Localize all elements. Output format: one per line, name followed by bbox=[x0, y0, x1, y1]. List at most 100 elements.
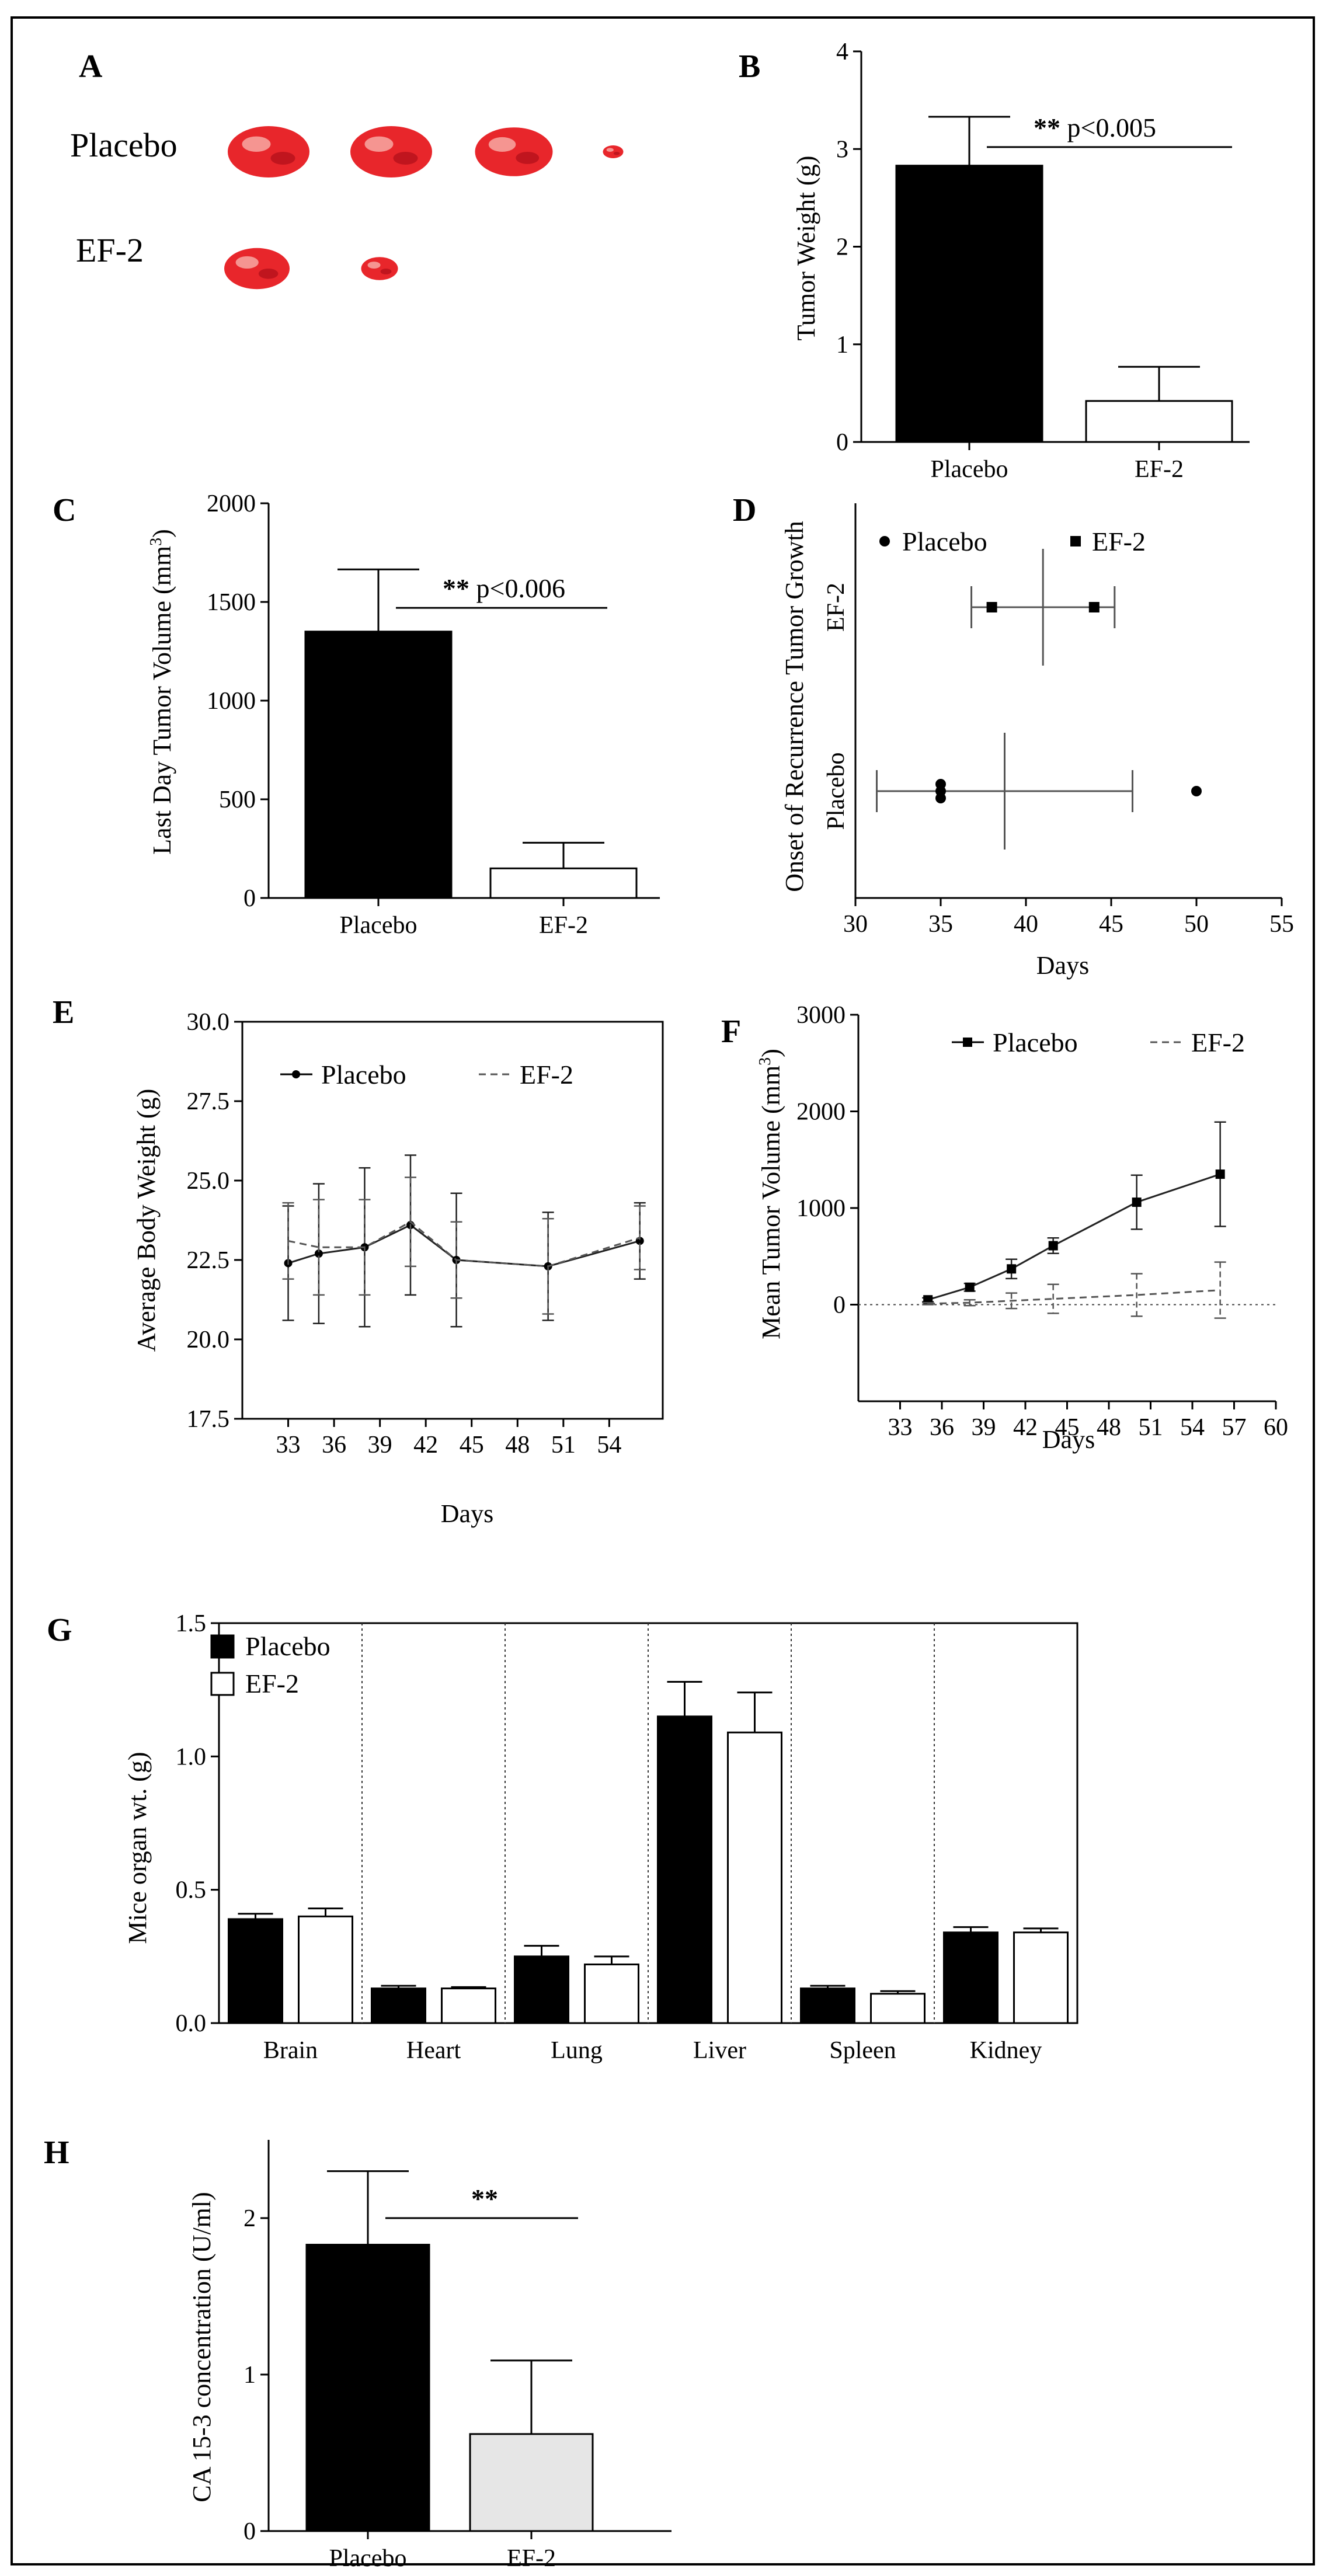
tumor-shadow bbox=[516, 152, 540, 164]
y-tick-label: 3000 bbox=[796, 1002, 846, 1029]
bar-placebo bbox=[304, 631, 453, 899]
panel-letter: D bbox=[733, 492, 756, 528]
legend-swatch-placebo bbox=[210, 1634, 235, 1659]
y-tick-label: 25.0 bbox=[187, 1168, 230, 1195]
plot-f: 0 1000 2000 3000 33 36 39 42 45 48 51 54 57 60 Placebo… bbox=[796, 1002, 1288, 1441]
x-tick-label: Spleen bbox=[829, 2037, 896, 2064]
y-category-label: EF-2 bbox=[823, 583, 850, 632]
x-tick-label: Lung bbox=[551, 2037, 603, 2064]
x-tick-label: 55 bbox=[1269, 911, 1294, 938]
panel-d: D Onset of Recurrence Tumor Growth Days … bbox=[733, 492, 1294, 980]
bar-lung-ef2 bbox=[584, 1964, 639, 2024]
y-axis-title-sup: 3 bbox=[147, 538, 165, 546]
bar-ef-2 bbox=[469, 2433, 594, 2532]
tumor-shadow bbox=[380, 269, 392, 274]
plot-h: 0 1 2 Placebo EF-2 ** bbox=[243, 2140, 672, 2572]
panel-letter: A bbox=[79, 48, 103, 85]
data-point bbox=[1048, 1241, 1058, 1251]
legend-label: Placebo bbox=[902, 527, 987, 556]
y-axis-title-end: ) bbox=[757, 1049, 785, 1057]
x-tick-label: 33 bbox=[276, 1432, 301, 1458]
y-tick-label: 4 bbox=[836, 39, 848, 65]
x-tick-label: 50 bbox=[1184, 911, 1209, 938]
x-tick-label: 40 bbox=[1014, 911, 1038, 938]
tumor-highlight bbox=[235, 256, 259, 269]
y-axis-title: Mice organ wt. (g) bbox=[123, 1752, 152, 1944]
y-axis-title: Last Day Tumor Volume (mm3) bbox=[147, 529, 176, 855]
x-tick-label: 48 bbox=[505, 1432, 530, 1458]
bar-liver-placebo bbox=[657, 1715, 712, 2024]
plot-d: 30 35 40 45 50 55 Placebo EF-2 Placebo EF-2 bbox=[823, 503, 1294, 938]
x-tick-label: 51 bbox=[551, 1432, 576, 1458]
panel-letter: G bbox=[47, 1612, 72, 1648]
x-tick-label: 45 bbox=[1055, 1414, 1080, 1441]
x-tick-label: 33 bbox=[888, 1414, 913, 1441]
data-point bbox=[1088, 602, 1100, 612]
x-tick-label: 36 bbox=[322, 1432, 346, 1458]
y-tick-label: 1 bbox=[243, 2362, 256, 2389]
legend-label: Placebo bbox=[993, 1028, 1078, 1057]
legend-label: Placebo bbox=[245, 1631, 330, 1661]
legend-label: EF-2 bbox=[520, 1060, 573, 1089]
legend-label: EF-2 bbox=[1092, 527, 1146, 556]
y-tick-label: 2 bbox=[836, 234, 848, 261]
x-tick-label: 30 bbox=[843, 911, 868, 938]
data-point bbox=[1215, 1169, 1225, 1179]
tumor-shadow bbox=[270, 152, 295, 165]
x-tick-label: 36 bbox=[930, 1414, 954, 1441]
y-tick-label: 1000 bbox=[796, 1195, 846, 1222]
x-tick-label: 48 bbox=[1097, 1414, 1121, 1441]
y-axis-title: CA 15-3 concentration (U/ml) bbox=[187, 2192, 216, 2502]
y-tick-label: 0 bbox=[833, 1292, 846, 1319]
panel-letter: B bbox=[739, 48, 760, 85]
x-tick-label: Placebo bbox=[340, 912, 418, 939]
y-axis-title: Average Body Weight (g) bbox=[132, 1089, 161, 1352]
y-axis-title-main: Last Day Tumor Volume (mm bbox=[148, 546, 176, 855]
y-tick-label: 0 bbox=[243, 885, 256, 912]
y-tick-label: 0 bbox=[243, 2518, 256, 2545]
panel-b: B Tumor Weight (g) 0 1 2 3 4 Placebo EF-2 ** p<… bbox=[739, 39, 1250, 483]
legend-marker-placebo bbox=[292, 1070, 300, 1078]
data-point bbox=[1007, 1264, 1017, 1274]
bar-lung-placebo bbox=[514, 1955, 569, 2024]
y-tick-label: 1000 bbox=[207, 688, 256, 715]
x-tick-label: 39 bbox=[972, 1414, 996, 1441]
y-tick-label: 0.5 bbox=[176, 1877, 207, 1904]
panel-letter: F bbox=[721, 1014, 741, 1050]
x-tick-label: 45 bbox=[1099, 911, 1123, 938]
data-point bbox=[314, 1249, 323, 1258]
x-axis-title: Days bbox=[441, 1499, 493, 1528]
bar-ef-2 bbox=[1085, 400, 1233, 443]
y-tick-label: 1 bbox=[836, 332, 848, 358]
bar-placebo bbox=[895, 165, 1043, 443]
panel-letter: C bbox=[53, 492, 76, 528]
tumor-sample bbox=[224, 248, 290, 290]
significance-stars: ** bbox=[443, 573, 476, 603]
tumor-highlight bbox=[606, 148, 614, 152]
significance-stars: ** bbox=[1034, 113, 1067, 142]
tumor-highlight bbox=[488, 137, 516, 152]
x-tick-label: Placebo bbox=[931, 456, 1008, 483]
bar-spleen-ef2 bbox=[870, 1993, 926, 2024]
plot-b: 0 1 2 3 4 Placebo EF-2 ** p<0.005 bbox=[836, 39, 1250, 483]
bar-liver-ef2 bbox=[727, 1731, 782, 2024]
y-tick-label: 17.5 bbox=[187, 1406, 230, 1433]
y-tick-label: 2000 bbox=[796, 1099, 846, 1126]
bar-heart-placebo bbox=[371, 1987, 426, 2024]
tumor-sample bbox=[350, 126, 432, 177]
y-tick-label: 1.5 bbox=[176, 1610, 207, 1637]
x-tick-label: Placebo bbox=[329, 2545, 407, 2572]
series-line-placebo bbox=[927, 1173, 1221, 1301]
y-tick-label: 0.0 bbox=[176, 2010, 207, 2037]
panel-c: C Last Day Tumor Volume (mm3) 0 500 1000 15… bbox=[53, 490, 660, 939]
panel-letter: E bbox=[53, 994, 74, 1031]
plot-c: 0 500 1000 1500 2000 Placebo EF-2 ** p<0.006 bbox=[207, 490, 660, 939]
x-tick-label: 54 bbox=[597, 1432, 621, 1458]
tumor-shadow bbox=[613, 152, 620, 155]
x-tick-label: 35 bbox=[928, 911, 953, 938]
bar-placebo bbox=[305, 2244, 430, 2532]
y-axis-title-end: ) bbox=[148, 529, 176, 538]
bar-kidney-ef2 bbox=[1013, 1931, 1069, 2024]
y-tick-label: 2000 bbox=[207, 490, 256, 517]
y-axis-title: Onset of Recurrence Tumor Growth bbox=[780, 521, 809, 892]
